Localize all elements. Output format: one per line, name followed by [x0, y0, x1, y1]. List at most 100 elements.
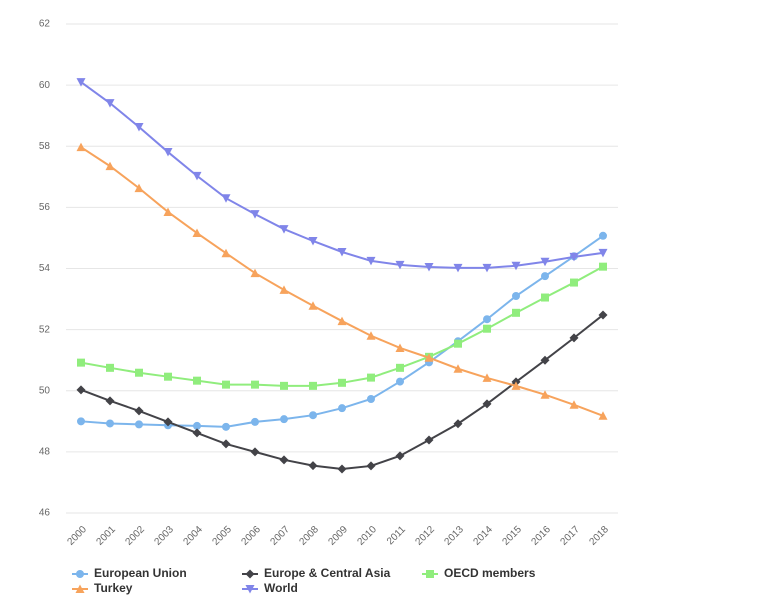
x-tick-label: 2010 [355, 524, 379, 548]
point [250, 268, 260, 278]
legend-marker [426, 570, 434, 578]
x-tick-label: 2000 [65, 524, 89, 548]
point [395, 451, 405, 461]
y-tick-label: 58 [39, 141, 51, 152]
point [569, 252, 579, 262]
y-tick-label: 48 [39, 447, 51, 458]
point [192, 228, 202, 238]
point [106, 363, 114, 372]
point [135, 420, 143, 429]
point [570, 278, 578, 287]
y-tick-label: 56 [39, 202, 51, 213]
point [453, 419, 463, 429]
x-tick-label: 2016 [529, 524, 553, 548]
series [76, 310, 608, 474]
point [250, 447, 260, 457]
point [337, 464, 347, 474]
point [135, 368, 143, 377]
point [193, 376, 201, 385]
point [453, 263, 463, 273]
x-tick-label: 2009 [326, 524, 350, 548]
point [134, 406, 144, 416]
point [192, 171, 202, 181]
point [366, 331, 376, 340]
y-tick-label: 46 [39, 508, 51, 519]
point [482, 373, 492, 382]
point [337, 316, 347, 326]
legend-label: OECD members [444, 566, 536, 580]
y-tick-label: 62 [39, 19, 51, 30]
point [569, 400, 579, 409]
legend-label: European Union [94, 566, 187, 580]
point [279, 225, 289, 234]
point [338, 404, 346, 413]
legend-marker [245, 585, 255, 594]
x-tick-label: 2006 [239, 524, 263, 548]
point [483, 315, 491, 324]
point [366, 256, 376, 266]
point [279, 285, 289, 294]
point [163, 207, 173, 216]
point [106, 419, 114, 428]
y-tick-label: 54 [39, 263, 51, 274]
point [308, 301, 318, 310]
series [77, 231, 607, 431]
legend-item: Europe & Central Asia [242, 566, 391, 580]
point [482, 263, 492, 273]
point [396, 363, 404, 372]
x-tick-label: 2007 [268, 524, 292, 548]
point [134, 183, 144, 193]
point [105, 396, 115, 406]
y-tick-label: 52 [39, 324, 51, 335]
y-tick-label: 50 [39, 385, 51, 396]
x-tick-label: 2004 [181, 524, 205, 548]
series-line [80, 314, 604, 470]
x-tick-label: 2015 [500, 524, 524, 548]
point [76, 385, 86, 395]
legend-label: Turkey [94, 581, 133, 595]
legend-label: Europe & Central Asia [264, 566, 391, 580]
point [569, 333, 579, 343]
point [164, 372, 172, 381]
point [424, 262, 434, 272]
point [221, 194, 231, 203]
point [541, 293, 549, 302]
series-line [80, 81, 604, 269]
legend-label: World [264, 581, 298, 595]
point [483, 324, 491, 333]
point [280, 381, 288, 390]
point [76, 78, 86, 87]
point [105, 99, 115, 108]
point [512, 292, 520, 301]
point [105, 161, 115, 171]
point [367, 373, 375, 382]
point [77, 358, 85, 367]
series [77, 262, 607, 390]
point [540, 257, 550, 267]
x-tick-label: 2011 [385, 524, 408, 547]
point [279, 455, 289, 465]
point [598, 248, 608, 258]
point [511, 261, 521, 271]
point [251, 417, 259, 426]
point [221, 439, 231, 449]
legend-marker [245, 569, 255, 579]
point [424, 353, 434, 362]
point [598, 411, 608, 420]
point [599, 231, 607, 240]
point [454, 339, 462, 348]
point [193, 421, 201, 430]
point [337, 247, 347, 257]
series [76, 78, 608, 273]
legend-item: OECD members [422, 566, 536, 580]
point [395, 260, 405, 270]
x-tick-label: 2014 [471, 524, 495, 548]
point [395, 343, 405, 352]
legend-marker [76, 570, 84, 578]
series-line [80, 265, 604, 387]
point [366, 461, 376, 471]
x-tick-label: 2003 [152, 524, 176, 548]
series [76, 142, 608, 420]
point [77, 417, 85, 426]
